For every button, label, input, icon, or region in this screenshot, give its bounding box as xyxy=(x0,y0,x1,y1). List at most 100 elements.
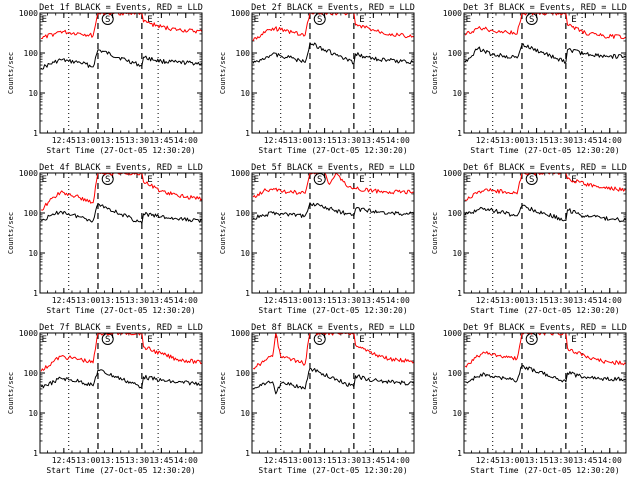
lld-series-line xyxy=(465,172,627,201)
x-tick-label: 13:45 xyxy=(149,296,173,305)
y-tick-label: 1 xyxy=(245,449,250,458)
y-tick-label: 1000 xyxy=(443,169,462,178)
panel-title: Det 7f BLACK = Events, RED = LLD xyxy=(39,323,203,333)
x-tick-label: 13:30 xyxy=(549,456,573,465)
events-series-line xyxy=(40,49,203,70)
x-tick-label: 13:15 xyxy=(101,136,125,145)
event-marker: E xyxy=(466,335,471,345)
x-tick-label: 12:45 xyxy=(476,296,500,305)
plot-frame xyxy=(251,12,415,134)
y-tick-label: 1 xyxy=(457,289,462,298)
y-tick-label: 1000 xyxy=(231,169,250,178)
y-tick-label: 10 xyxy=(240,249,250,258)
event-marker: S xyxy=(529,15,534,25)
panel-4: Det 4f BLACK = Events, RED = LLD Counts/s… xyxy=(7,163,203,315)
x-tick-label: 13:30 xyxy=(125,456,149,465)
x-tick-label: 13:30 xyxy=(337,136,361,145)
panel-title: Det 1f BLACK = Events, RED = LLD xyxy=(39,3,203,13)
event-marker: E xyxy=(571,175,576,185)
x-tick-label: 13:45 xyxy=(149,136,173,145)
y-tick-label: 100 xyxy=(236,369,251,378)
x-tick-label: 14:00 xyxy=(174,136,198,145)
event-marker: S xyxy=(317,175,322,185)
plot-frame xyxy=(39,332,203,454)
x-axis-label: Start Time (27-Oct-05 12:30:20) xyxy=(470,146,619,155)
event-marker: E xyxy=(359,335,364,345)
y-tick-label: 10 xyxy=(28,409,38,418)
events-series-line xyxy=(40,203,203,224)
event-marker: E xyxy=(42,15,47,25)
x-tick-label: 12:45 xyxy=(264,136,288,145)
y-tick-label: 1000 xyxy=(443,329,462,338)
x-tick-label: 14:00 xyxy=(386,296,410,305)
panel-title: Det 2f BLACK = Events, RED = LLD xyxy=(251,3,415,13)
event-marker: E xyxy=(571,335,576,345)
y-tick-label: 10 xyxy=(452,409,462,418)
x-tick-label: 13:00 xyxy=(288,456,312,465)
panel-title: Det 3f BLACK = Events, RED = LLD xyxy=(463,3,627,13)
plot-frame xyxy=(251,332,415,454)
y-tick-label: 10 xyxy=(28,249,38,258)
event-marker: E xyxy=(466,15,471,25)
x-axis-label: Start Time (27-Oct-05 12:30:20) xyxy=(470,306,619,315)
plot-frame xyxy=(463,12,627,134)
x-tick-label: 13:30 xyxy=(549,296,573,305)
events-series-line xyxy=(40,369,203,389)
panel-9: Det 9f BLACK = Events, RED = LLD Counts/s… xyxy=(431,323,627,475)
y-tick-label: 10 xyxy=(28,89,38,98)
x-tick-label: 12:45 xyxy=(264,296,288,305)
lld-series-line xyxy=(40,172,203,211)
y-tick-label: 10 xyxy=(240,89,250,98)
x-tick-label: 12:45 xyxy=(264,456,288,465)
event-marker: E xyxy=(42,335,47,345)
lld-series-line xyxy=(40,332,203,372)
y-axis-label: Counts/sec xyxy=(219,212,227,254)
y-axis-label: Counts/sec xyxy=(7,52,15,94)
y-tick-label: 1000 xyxy=(231,329,250,338)
plot-frame xyxy=(463,172,627,294)
y-tick-label: 100 xyxy=(448,209,463,218)
y-tick-label: 1 xyxy=(245,129,250,138)
x-tick-label: 13:00 xyxy=(288,136,312,145)
event-marker: S xyxy=(317,15,322,25)
x-tick-label: 13:15 xyxy=(525,136,549,145)
y-tick-label: 1 xyxy=(33,129,38,138)
lld-series-line xyxy=(41,12,203,39)
y-tick-label: 10 xyxy=(452,249,462,258)
plot-frame xyxy=(463,332,627,454)
x-tick-label: 13:15 xyxy=(101,456,125,465)
y-axis-label: Counts/sec xyxy=(219,52,227,94)
x-tick-label: 14:00 xyxy=(598,136,622,145)
panel-title: Det 5f BLACK = Events, RED = LLD xyxy=(251,163,415,173)
y-tick-label: 1 xyxy=(457,449,462,458)
y-tick-label: 100 xyxy=(448,369,463,378)
y-axis-label: Counts/sec xyxy=(7,212,15,254)
event-marker: E xyxy=(147,335,152,345)
y-tick-label: 1000 xyxy=(231,9,250,18)
plot-frame xyxy=(251,172,415,294)
event-marker: S xyxy=(317,335,322,345)
x-tick-label: 13:15 xyxy=(101,296,125,305)
event-marker: S xyxy=(529,335,534,345)
x-tick-label: 14:00 xyxy=(598,296,622,305)
x-tick-label: 12:45 xyxy=(476,456,500,465)
x-tick-label: 13:45 xyxy=(573,456,597,465)
x-tick-label: 13:15 xyxy=(313,456,337,465)
x-tick-label: 12:45 xyxy=(52,456,76,465)
x-axis-label: Start Time (27-Oct-05 12:30:20) xyxy=(46,306,195,315)
events-series-line xyxy=(464,204,627,223)
events-series-line xyxy=(464,43,627,64)
x-tick-label: 12:45 xyxy=(476,136,500,145)
y-axis-label: Counts/sec xyxy=(7,372,15,414)
event-marker: E xyxy=(254,175,259,185)
x-tick-label: 13:00 xyxy=(76,136,100,145)
event-marker: E xyxy=(359,15,364,25)
y-tick-label: 1000 xyxy=(443,9,462,18)
plot-frame xyxy=(39,172,203,294)
event-marker: E xyxy=(42,175,47,185)
y-tick-label: 1 xyxy=(245,289,250,298)
y-tick-label: 100 xyxy=(24,209,39,218)
x-tick-label: 13:00 xyxy=(500,296,524,305)
x-tick-label: 14:00 xyxy=(386,136,410,145)
